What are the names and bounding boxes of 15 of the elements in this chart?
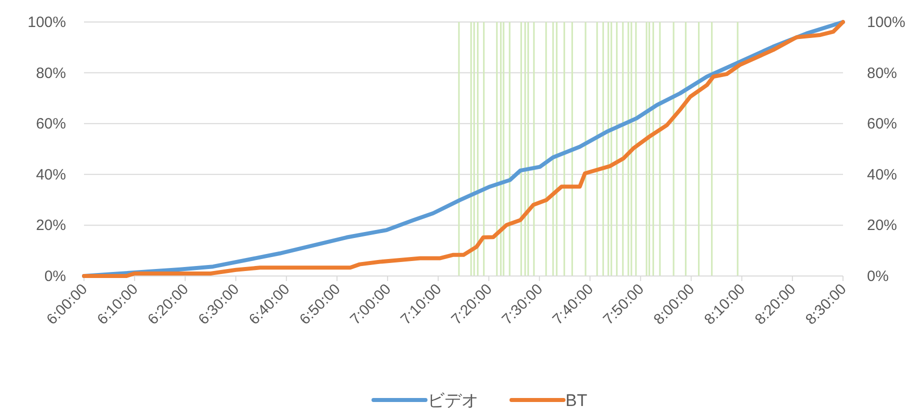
y-tick-label: 80% xyxy=(36,64,66,82)
legend-label: BT xyxy=(566,391,588,410)
y2-tick-label: 0% xyxy=(867,268,889,285)
y2-tick-label: 20% xyxy=(867,217,898,234)
y-tick-label: 100% xyxy=(28,14,66,31)
y2-tick-label: 80% xyxy=(867,64,898,82)
y2-tick-label: 40% xyxy=(867,166,898,184)
y2-tick-label: 100% xyxy=(867,14,906,31)
y2-tick-label: 60% xyxy=(867,116,898,133)
y-tick-label: 60% xyxy=(36,116,66,133)
legend-label: ビデオ xyxy=(428,391,478,410)
y-tick-label: 0% xyxy=(44,268,66,285)
line-series xyxy=(82,20,845,278)
y-tick-label: 20% xyxy=(36,217,66,234)
y-tick-label: 40% xyxy=(36,166,66,184)
